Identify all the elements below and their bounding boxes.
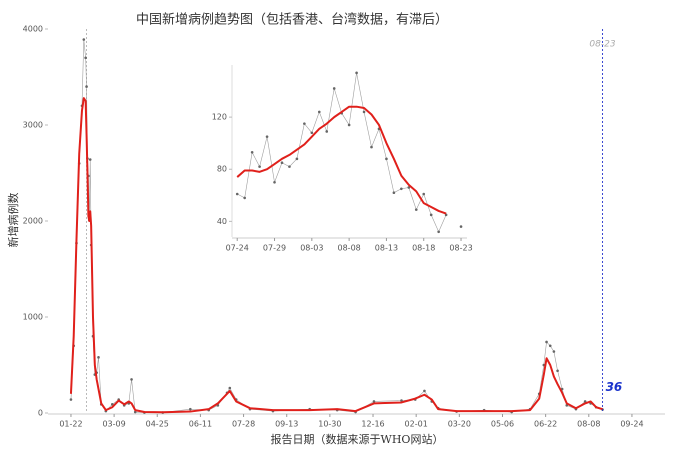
- data-point: [85, 85, 88, 88]
- data-point: [82, 38, 86, 41]
- data-point: [362, 110, 366, 114]
- data-point: [325, 130, 329, 133]
- data-point: [370, 145, 373, 149]
- data-point: [332, 87, 336, 90]
- x-tick-label: 03-20: [448, 420, 471, 429]
- x-tick-label: 08-13: [375, 244, 398, 253]
- x-tick-label: 07-24: [226, 244, 249, 253]
- data-point: [400, 399, 403, 402]
- x-tick-label: 07-28: [232, 420, 255, 429]
- data-point: [189, 407, 192, 411]
- marker-label: 08-23: [589, 40, 615, 50]
- x-tick-label: 07-29: [263, 244, 286, 253]
- data-point: [347, 123, 351, 127]
- data-point: [235, 192, 239, 196]
- raw-line: [70, 39, 603, 413]
- x-tick-label: 09-24: [620, 420, 643, 429]
- y-tick-label: 40: [217, 217, 227, 226]
- data-point: [407, 186, 411, 189]
- data-point: [556, 369, 559, 373]
- x-tick-label: 08-08: [577, 420, 600, 429]
- data-point: [385, 157, 388, 161]
- y-tick-label: 0: [38, 409, 43, 418]
- data-point: [110, 403, 114, 406]
- y-tick-label: 1000: [23, 313, 43, 322]
- smooth-line: [236, 105, 447, 215]
- data-point: [310, 131, 314, 135]
- x-tick-label: 08-03: [300, 244, 323, 253]
- smooth-line: [69, 97, 603, 414]
- data-point: [317, 110, 321, 114]
- data-point: [243, 196, 246, 200]
- data-point: [429, 213, 433, 217]
- data-point: [422, 192, 426, 196]
- y-tick-label: 3000: [23, 121, 43, 130]
- x-tick-label: 01-22: [59, 420, 82, 429]
- data-point: [303, 122, 306, 125]
- data-point: [295, 157, 299, 161]
- data-point: [288, 165, 291, 168]
- x-tick-label: 04-25: [146, 420, 169, 429]
- data-point: [265, 135, 269, 138]
- x-tick-label: 06-22: [534, 420, 557, 429]
- chart-title: 中国新增病例趋势图（包括香港、台湾数据，有滞后）: [136, 12, 448, 28]
- data-point: [437, 230, 440, 234]
- y-tick-label: 4000: [23, 25, 43, 34]
- y-axis-label: 新增病例数: [6, 193, 20, 248]
- data-point: [552, 350, 556, 353]
- y-tick-label: 2000: [23, 217, 43, 226]
- x-tick-label: 02-01: [405, 420, 428, 429]
- data-point: [372, 400, 376, 403]
- data-point: [228, 386, 232, 390]
- data-point: [280, 161, 284, 165]
- data-point: [414, 208, 418, 211]
- last-value-label: 36: [606, 380, 623, 394]
- y-tick-label: 120: [212, 113, 227, 122]
- data-point: [392, 191, 396, 194]
- data-point: [97, 356, 100, 359]
- x-tick-label: 05-06: [491, 420, 514, 429]
- data-point: [548, 344, 552, 348]
- x-tick-label: 08-18: [412, 244, 435, 253]
- x-axis-label: 报告日期（数据来源于WHO网站）: [271, 432, 444, 446]
- data-point: [84, 56, 87, 60]
- data-point: [423, 389, 426, 393]
- x-tick-label: 10-30: [318, 420, 341, 429]
- data-point: [355, 71, 358, 75]
- data-point: [69, 398, 73, 401]
- data-point: [250, 151, 254, 154]
- data-point: [273, 180, 276, 184]
- data-point: [133, 410, 137, 414]
- x-tick-label: 09-13: [275, 420, 298, 429]
- data-point: [545, 340, 548, 344]
- data-point: [459, 225, 463, 228]
- y-tick-label: 80: [217, 165, 227, 174]
- raw-line: [237, 72, 447, 233]
- x-tick-label: 08-08: [338, 244, 361, 253]
- data-point: [258, 165, 261, 168]
- x-tick-label: 06-11: [189, 420, 212, 429]
- data-point: [400, 187, 403, 191]
- data-point: [130, 378, 133, 381]
- x-tick-label: 12-16: [361, 420, 384, 429]
- x-tick-label: 08-23: [449, 244, 472, 253]
- x-tick-label: 03-09: [102, 420, 125, 429]
- data-point: [88, 158, 92, 161]
